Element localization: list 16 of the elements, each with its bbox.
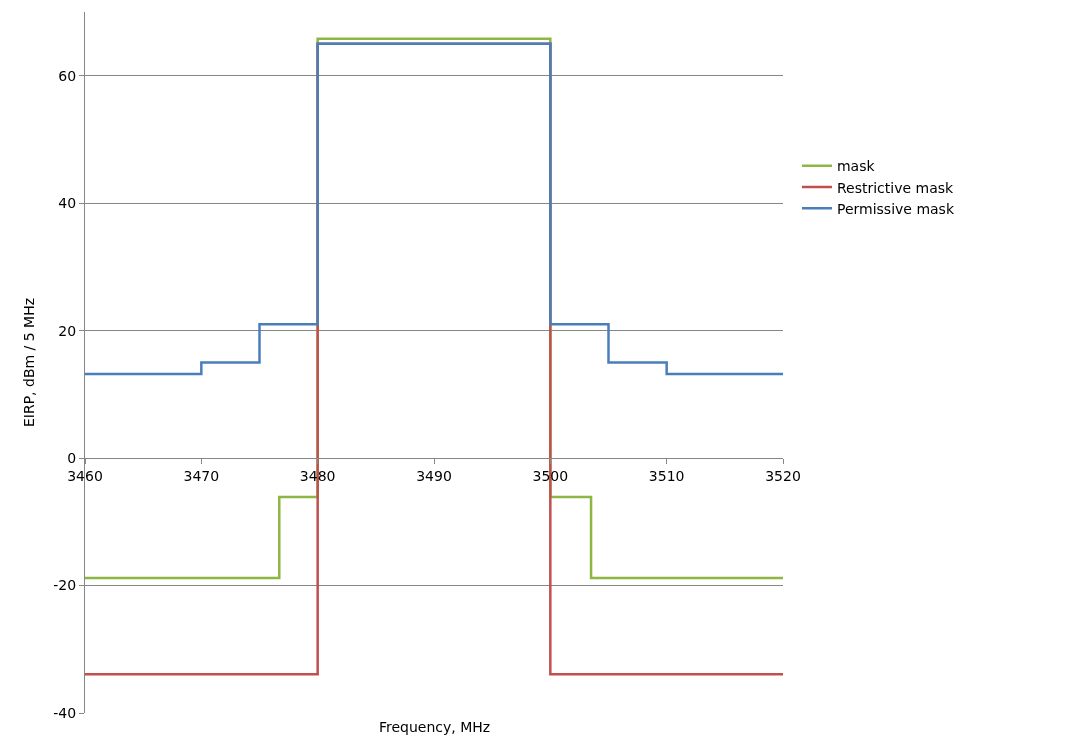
y-tick-label: 0 bbox=[67, 449, 77, 466]
x-tick-label: 3510 bbox=[648, 467, 685, 484]
y-tick-label: -20 bbox=[53, 577, 77, 594]
x-tick-label: 3470 bbox=[183, 467, 220, 484]
y-tick-label: 20 bbox=[58, 322, 77, 339]
x-tick-label: 3520 bbox=[765, 467, 801, 484]
y-tick-label: 40 bbox=[58, 195, 77, 212]
y-tick-label: 60 bbox=[58, 67, 77, 84]
legend-label: mask bbox=[836, 158, 876, 175]
x-tick-label: 3460 bbox=[67, 467, 103, 484]
legend-label: Restrictive mask bbox=[836, 179, 955, 196]
x-axis-title: Frequency, MHz bbox=[379, 719, 491, 735]
x-tick-label: 3490 bbox=[416, 467, 452, 484]
legend-label: Permissive mask bbox=[836, 200, 955, 217]
y-axis-title: EIRP, dBm / 5 MHz bbox=[20, 297, 37, 428]
y-tick-label: -40 bbox=[53, 704, 77, 721]
